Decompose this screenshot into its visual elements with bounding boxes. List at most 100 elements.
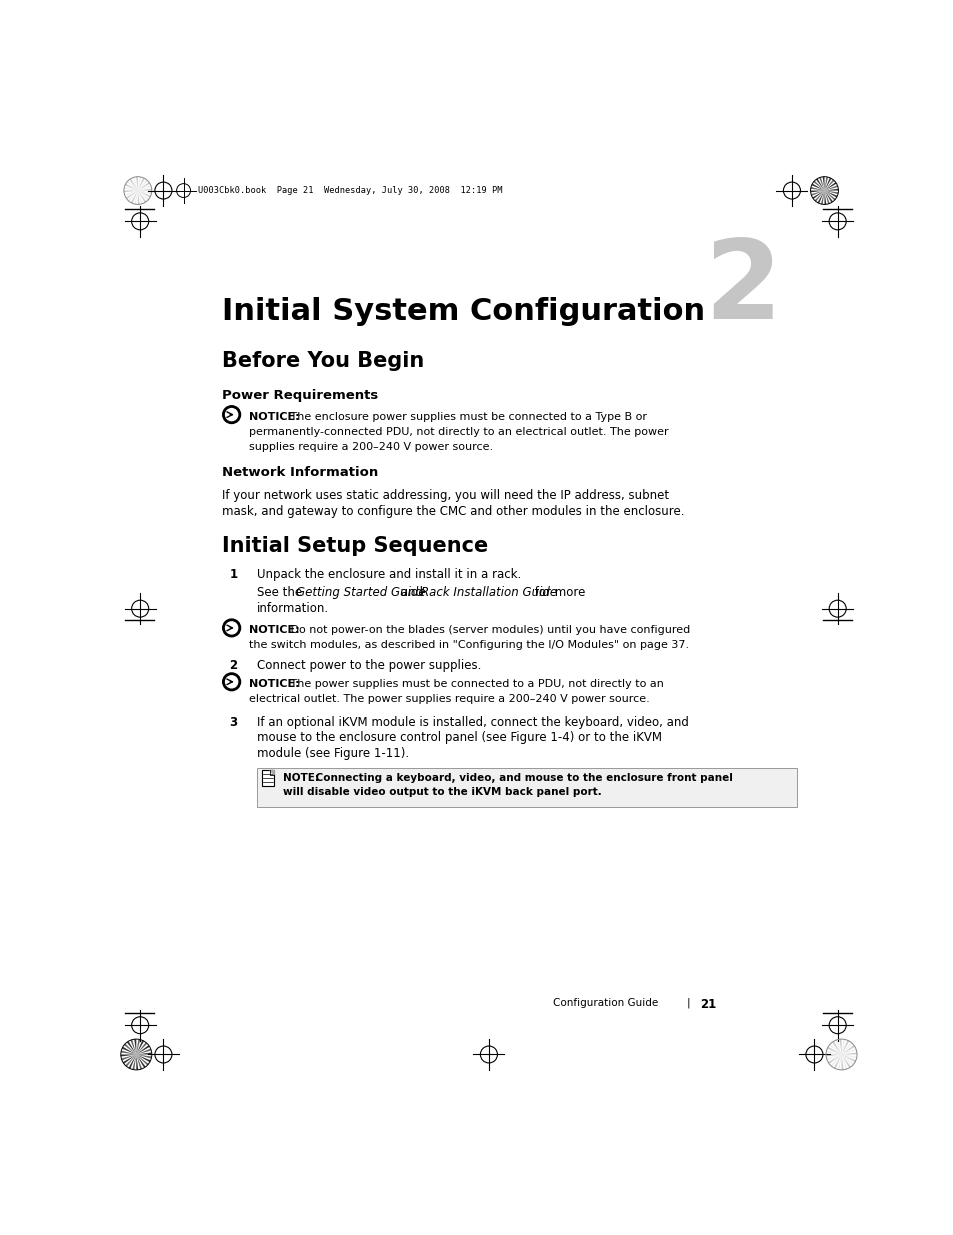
Wedge shape bbox=[821, 177, 823, 190]
Wedge shape bbox=[122, 1047, 136, 1055]
Text: U003Cbk0.book  Page 21  Wednesday, July 30, 2008  12:19 PM: U003Cbk0.book Page 21 Wednesday, July 30… bbox=[198, 186, 502, 195]
Text: supplies require a 200–240 V power source.: supplies require a 200–240 V power sourc… bbox=[249, 442, 493, 452]
Text: Unpack the enclosure and install it in a rack.: Unpack the enclosure and install it in a… bbox=[257, 568, 521, 580]
Wedge shape bbox=[121, 1055, 136, 1061]
Wedge shape bbox=[136, 1042, 147, 1055]
Wedge shape bbox=[810, 190, 823, 196]
Wedge shape bbox=[137, 190, 152, 194]
Wedge shape bbox=[823, 190, 838, 194]
Wedge shape bbox=[841, 1055, 846, 1070]
Wedge shape bbox=[830, 1055, 841, 1067]
Circle shape bbox=[222, 673, 240, 690]
Wedge shape bbox=[137, 185, 152, 190]
Wedge shape bbox=[124, 190, 137, 193]
Wedge shape bbox=[841, 1055, 853, 1066]
Wedge shape bbox=[841, 1039, 844, 1055]
Wedge shape bbox=[137, 189, 152, 190]
Text: The enclosure power supplies must be connected to a Type B or: The enclosure power supplies must be con… bbox=[287, 411, 647, 421]
Wedge shape bbox=[841, 1055, 855, 1062]
Wedge shape bbox=[831, 1041, 841, 1055]
Wedge shape bbox=[137, 178, 145, 190]
Circle shape bbox=[222, 406, 240, 424]
Text: will disable video output to the iKVM back panel port.: will disable video output to the iKVM ba… bbox=[282, 787, 601, 798]
Text: NOTE:: NOTE: bbox=[282, 773, 318, 783]
Wedge shape bbox=[136, 1055, 138, 1070]
Text: Initial Setup Sequence: Initial Setup Sequence bbox=[221, 536, 487, 556]
Wedge shape bbox=[825, 1055, 841, 1061]
Text: Initial System Configuration: Initial System Configuration bbox=[221, 296, 704, 326]
Wedge shape bbox=[137, 182, 150, 190]
Wedge shape bbox=[136, 1040, 144, 1055]
Text: 21: 21 bbox=[700, 998, 716, 1010]
Wedge shape bbox=[825, 1051, 841, 1055]
Text: mouse to the enclosure control panel (see Figure 1-4) or to the iKVM: mouse to the enclosure control panel (se… bbox=[257, 731, 661, 745]
Wedge shape bbox=[126, 190, 137, 199]
Wedge shape bbox=[134, 190, 137, 204]
Wedge shape bbox=[823, 190, 825, 205]
Wedge shape bbox=[127, 1041, 136, 1055]
Wedge shape bbox=[841, 1055, 856, 1058]
Wedge shape bbox=[127, 180, 137, 190]
Wedge shape bbox=[837, 1055, 841, 1070]
Text: Connect power to the power supplies.: Connect power to the power supplies. bbox=[257, 658, 481, 672]
Wedge shape bbox=[823, 190, 837, 198]
FancyBboxPatch shape bbox=[257, 768, 797, 806]
Wedge shape bbox=[827, 1055, 841, 1063]
Wedge shape bbox=[835, 1040, 841, 1055]
Circle shape bbox=[222, 619, 240, 637]
Text: 2: 2 bbox=[703, 235, 781, 342]
Wedge shape bbox=[823, 189, 838, 190]
Wedge shape bbox=[125, 1055, 136, 1067]
Wedge shape bbox=[841, 1052, 856, 1055]
Wedge shape bbox=[124, 186, 137, 190]
Wedge shape bbox=[823, 190, 835, 200]
Wedge shape bbox=[825, 1055, 841, 1056]
Wedge shape bbox=[136, 1049, 152, 1055]
Wedge shape bbox=[134, 1039, 136, 1055]
Wedge shape bbox=[819, 177, 823, 190]
Wedge shape bbox=[823, 190, 829, 204]
Text: Before You Begin: Before You Begin bbox=[221, 351, 423, 370]
Text: Connecting a keyboard, video, and mouse to the enclosure front panel: Connecting a keyboard, video, and mouse … bbox=[312, 773, 732, 783]
Text: 2: 2 bbox=[229, 658, 237, 672]
Wedge shape bbox=[132, 177, 137, 190]
Wedge shape bbox=[136, 1055, 142, 1070]
Text: If your network uses static addressing, you will need the IP address, subnet: If your network uses static addressing, … bbox=[221, 489, 668, 503]
Wedge shape bbox=[131, 1040, 136, 1055]
Text: electrical outlet. The power supplies require a 200–240 V power source.: electrical outlet. The power supplies re… bbox=[249, 694, 649, 704]
Wedge shape bbox=[137, 190, 146, 203]
Wedge shape bbox=[136, 1052, 152, 1055]
Wedge shape bbox=[813, 180, 823, 190]
Text: Do not power-on the blades (server modules) until you have configured: Do not power-on the blades (server modul… bbox=[287, 625, 690, 635]
Text: for more: for more bbox=[531, 587, 585, 599]
Wedge shape bbox=[841, 1045, 854, 1055]
Wedge shape bbox=[121, 1051, 136, 1055]
Text: The power supplies must be connected to a PDU, not directly to an: The power supplies must be connected to … bbox=[287, 679, 663, 689]
Wedge shape bbox=[828, 1044, 841, 1055]
Wedge shape bbox=[137, 190, 151, 198]
Wedge shape bbox=[820, 190, 823, 204]
Wedge shape bbox=[124, 190, 137, 196]
Circle shape bbox=[225, 409, 237, 421]
Wedge shape bbox=[839, 1039, 841, 1055]
Wedge shape bbox=[137, 177, 141, 190]
Wedge shape bbox=[129, 1055, 136, 1068]
Text: NOTICE:: NOTICE: bbox=[249, 679, 299, 689]
Wedge shape bbox=[823, 182, 836, 190]
Text: 3: 3 bbox=[229, 716, 237, 729]
Wedge shape bbox=[815, 179, 823, 190]
Wedge shape bbox=[124, 1044, 136, 1055]
Text: 1: 1 bbox=[229, 568, 237, 580]
Polygon shape bbox=[270, 771, 274, 774]
Wedge shape bbox=[131, 190, 137, 204]
Text: If an optional iKVM module is installed, connect the keyboard, video, and: If an optional iKVM module is installed,… bbox=[257, 716, 688, 729]
Wedge shape bbox=[810, 190, 823, 193]
Wedge shape bbox=[137, 190, 139, 205]
Wedge shape bbox=[823, 177, 827, 190]
Wedge shape bbox=[823, 185, 837, 190]
Wedge shape bbox=[841, 1055, 842, 1070]
Wedge shape bbox=[833, 1055, 841, 1068]
Circle shape bbox=[225, 622, 237, 634]
Wedge shape bbox=[814, 190, 823, 201]
Wedge shape bbox=[136, 1055, 151, 1062]
